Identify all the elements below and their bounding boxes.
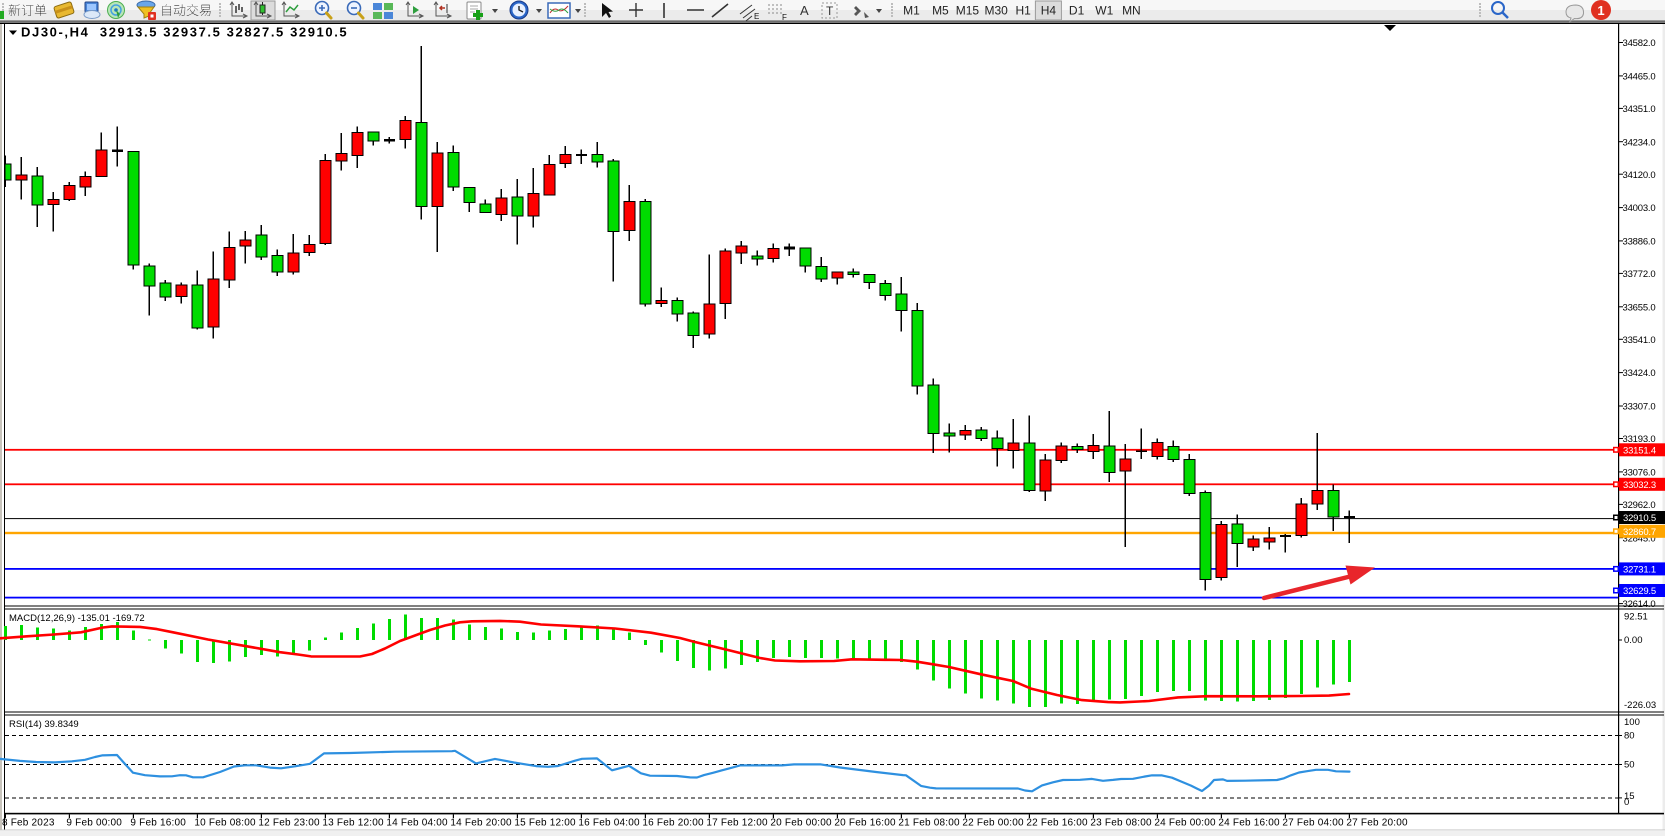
svg-text:M5: M5 (932, 4, 949, 18)
svg-text:100: 100 (1624, 717, 1640, 728)
svg-text:20 Feb 00:00: 20 Feb 00:00 (770, 817, 832, 828)
svg-text:MACD(12,26,9) -135.01 -169.72: MACD(12,26,9) -135.01 -169.72 (9, 613, 145, 624)
svg-text:16 Feb 04:00: 16 Feb 04:00 (578, 817, 640, 828)
svg-text:32860.7: 32860.7 (1623, 527, 1656, 538)
svg-text:92.51: 92.51 (1624, 612, 1648, 623)
svg-text:MN: MN (1122, 4, 1141, 18)
svg-text:9 Feb 16:00: 9 Feb 16:00 (130, 817, 186, 828)
svg-text:33076.0: 33076.0 (1623, 468, 1656, 479)
svg-text:27 Feb 20:00: 27 Feb 20:00 (1346, 817, 1408, 828)
svg-text:D1: D1 (1069, 4, 1085, 18)
svg-text:H1: H1 (1016, 4, 1032, 18)
svg-text:33541.0: 33541.0 (1623, 335, 1656, 346)
svg-text:8 Feb 2023: 8 Feb 2023 (2, 817, 55, 828)
svg-text:14 Feb 04:00: 14 Feb 04:00 (386, 817, 448, 828)
svg-text:10 Feb 08:00: 10 Feb 08:00 (194, 817, 256, 828)
svg-text:27 Feb 04:00: 27 Feb 04:00 (1282, 817, 1344, 828)
svg-text:32629.5: 32629.5 (1623, 586, 1656, 597)
svg-text:13 Feb 12:00: 13 Feb 12:00 (322, 817, 384, 828)
svg-text:W1: W1 (1095, 4, 1113, 18)
svg-text:23 Feb 08:00: 23 Feb 08:00 (1090, 817, 1152, 828)
svg-text:34582.0: 34582.0 (1623, 38, 1656, 49)
svg-text:9 Feb 00:00: 9 Feb 00:00 (66, 817, 122, 828)
svg-text:24 Feb 00:00: 24 Feb 00:00 (1154, 817, 1216, 828)
svg-text:32962.0: 32962.0 (1623, 500, 1656, 511)
svg-text:34465.0: 34465.0 (1623, 72, 1656, 83)
svg-text:M1: M1 (903, 4, 920, 18)
svg-text:32614.0: 32614.0 (1623, 599, 1656, 610)
svg-text:14 Feb 20:00: 14 Feb 20:00 (450, 817, 512, 828)
svg-text:16 Feb 20:00: 16 Feb 20:00 (642, 817, 704, 828)
svg-text:24 Feb 16:00: 24 Feb 16:00 (1218, 817, 1280, 828)
svg-text:RSI(14) 39.8349: RSI(14) 39.8349 (9, 719, 79, 730)
svg-text:34120.0: 34120.0 (1623, 170, 1656, 181)
svg-text:M30: M30 (985, 4, 1009, 18)
svg-text:H4: H4 (1041, 4, 1057, 18)
svg-text:12 Feb 23:00: 12 Feb 23:00 (258, 817, 320, 828)
svg-text:20 Feb 16:00: 20 Feb 16:00 (834, 817, 896, 828)
svg-text:DJ30-,H4 32913.5 32937.5 3282: DJ30-,H4 32913.5 32937.5 32827.5 32910.5 (21, 25, 348, 40)
svg-text:80: 80 (1624, 731, 1635, 742)
svg-text:17 Feb 12:00: 17 Feb 12:00 (706, 817, 768, 828)
svg-text:E: E (754, 12, 759, 21)
svg-text:33772.0: 33772.0 (1623, 269, 1656, 280)
svg-text:33151.4: 33151.4 (1623, 446, 1656, 457)
svg-text:T: T (826, 4, 834, 18)
svg-text:33886.0: 33886.0 (1623, 237, 1656, 248)
svg-text:33424.0: 33424.0 (1623, 368, 1656, 379)
svg-text:22 Feb 00:00: 22 Feb 00:00 (962, 817, 1024, 828)
svg-text:0.00: 0.00 (1624, 635, 1643, 646)
svg-text:15: 15 (1624, 791, 1635, 802)
svg-text:21 Feb 08:00: 21 Feb 08:00 (898, 817, 960, 828)
svg-text:F: F (782, 13, 787, 22)
svg-text:34351.0: 34351.0 (1623, 104, 1656, 115)
svg-text:22 Feb 16:00: 22 Feb 16:00 (1026, 817, 1088, 828)
svg-text:34003.0: 34003.0 (1623, 203, 1656, 214)
svg-text:A: A (800, 3, 809, 18)
svg-text:32845.0: 32845.0 (1623, 533, 1656, 544)
svg-text:-226.03: -226.03 (1624, 700, 1656, 711)
svg-text:33307.0: 33307.0 (1623, 402, 1656, 413)
svg-text:32731.1: 32731.1 (1623, 565, 1656, 576)
svg-text:50: 50 (1624, 760, 1635, 771)
svg-text:1: 1 (1597, 3, 1604, 18)
svg-text:0: 0 (1624, 797, 1629, 808)
svg-text:33193.0: 33193.0 (1623, 434, 1656, 445)
svg-text:33032.3: 33032.3 (1623, 480, 1656, 491)
svg-text:M15: M15 (956, 4, 980, 18)
svg-text:15 Feb 12:00: 15 Feb 12:00 (514, 817, 576, 828)
svg-text:32910.5: 32910.5 (1623, 513, 1656, 524)
svg-text:34234.0: 34234.0 (1623, 137, 1656, 148)
svg-text:33655.0: 33655.0 (1623, 302, 1656, 313)
